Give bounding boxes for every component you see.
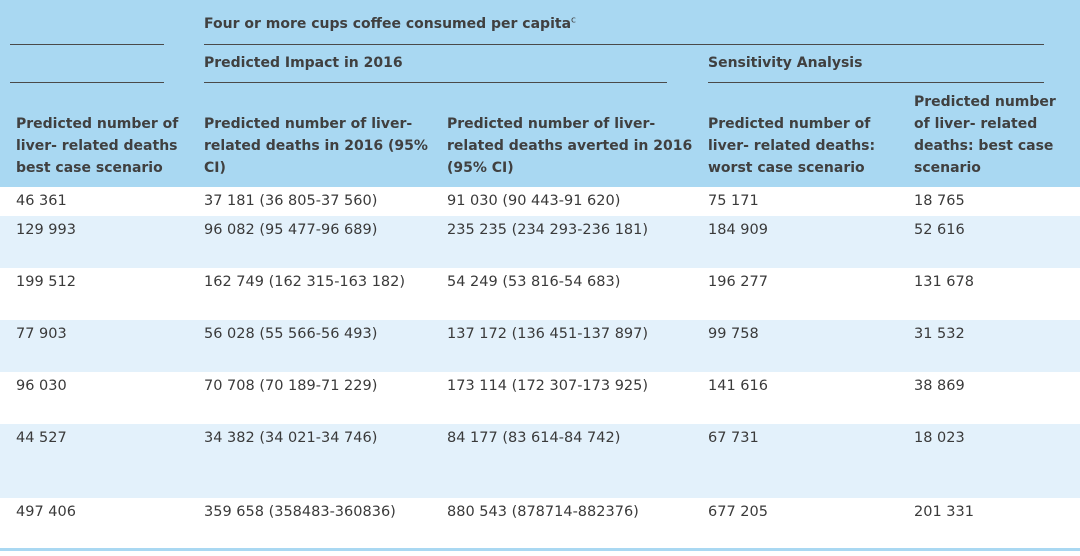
table-cell: 56 028 (55 566-56 493): [204, 326, 378, 342]
table-cell: 75 171: [708, 193, 759, 209]
table-cell: 84 177 (83 614-84 742): [447, 430, 621, 446]
table-cell: 196 277: [708, 274, 768, 290]
table-cell: 162 749 (162 315-163 182): [204, 274, 406, 290]
table-cell: 677 205: [708, 504, 768, 520]
table-cell: 96 082 (95 477-96 689): [204, 222, 378, 238]
predicted-impact-heading: Predicted Impact in 2016: [204, 55, 403, 71]
sensitivity-analysis-heading: Sensitivity Analysis: [708, 55, 863, 71]
header-rule: [204, 82, 667, 83]
table-cell: 199 512: [16, 274, 76, 290]
table-row: 46 361 37 181 (36 805-37 560) 91 030 (90…: [0, 187, 1080, 216]
table-bottom-rule: [0, 548, 1080, 551]
table-cell: 18 023: [914, 430, 965, 446]
footnote-marker: c: [571, 15, 576, 26]
table-cell: 46 361: [16, 193, 67, 209]
table-cell: 880 543 (878714-882376): [447, 504, 639, 520]
table-cell: 91 030 (90 443-91 620): [447, 193, 621, 209]
table-row: 77 903 56 028 (55 566-56 493) 137 172 (1…: [0, 320, 1080, 372]
header-rule: [10, 44, 164, 45]
table-cell: 18 765: [914, 193, 965, 209]
table-row: 497 406 359 658 (358483-360836) 880 543 …: [0, 498, 1080, 548]
table-cell: 31 532: [914, 326, 965, 342]
table-cell: 235 235 (234 293-236 181): [447, 222, 649, 238]
table-cell: 44 527: [16, 430, 67, 446]
table-row: 199 512 162 749 (162 315-163 182) 54 249…: [0, 268, 1080, 320]
column-header: Predicted number of liver- related death…: [708, 116, 876, 176]
table-header: [0, 0, 1080, 187]
column-header: Predicted number of liver- related death…: [16, 116, 179, 176]
table-cell: 141 616: [708, 378, 768, 394]
header-rule: [10, 82, 164, 83]
table-cell: 129 993: [16, 222, 76, 238]
table-cell: 37 181 (36 805-37 560): [204, 193, 378, 209]
table-cell: 173 114 (172 307-173 925): [447, 378, 649, 394]
table-cell: 201 331: [914, 504, 974, 520]
column-header: Predicted number of liver- related death…: [447, 116, 693, 176]
table-row: 96 030 70 708 (70 189-71 229) 173 114 (1…: [0, 372, 1080, 424]
table-cell: 131 678: [914, 274, 974, 290]
table-cell: 38 869: [914, 378, 965, 394]
table-cell: 359 658 (358483-360836): [204, 504, 396, 520]
group-title: Four or more cups coffee consumed per ca…: [204, 15, 576, 32]
table-cell: 34 382 (34 021-34 746): [204, 430, 378, 446]
table-row: 129 993 96 082 (95 477-96 689) 235 235 (…: [0, 216, 1080, 268]
table-cell: 70 708 (70 189-71 229): [204, 378, 378, 394]
table-cell: 96 030: [16, 378, 67, 394]
column-header: Predicted number of liver- related death…: [204, 116, 428, 176]
table-cell: 67 731: [708, 430, 759, 446]
table-cell: 497 406: [16, 504, 76, 520]
table-row: 44 527 34 382 (34 021-34 746) 84 177 (83…: [0, 424, 1080, 498]
table-cell: 77 903: [16, 326, 67, 342]
column-header: Predicted number of liver- related death…: [914, 94, 1056, 176]
header-rule: [708, 82, 1044, 83]
table-cell: 137 172 (136 451-137 897): [447, 326, 649, 342]
table-cell: 52 616: [914, 222, 965, 238]
table-cell: 184 909: [708, 222, 768, 238]
header-rule: [204, 44, 1044, 45]
table-cell: 99 758: [708, 326, 759, 342]
table-cell: 54 249 (53 816-54 683): [447, 274, 621, 290]
